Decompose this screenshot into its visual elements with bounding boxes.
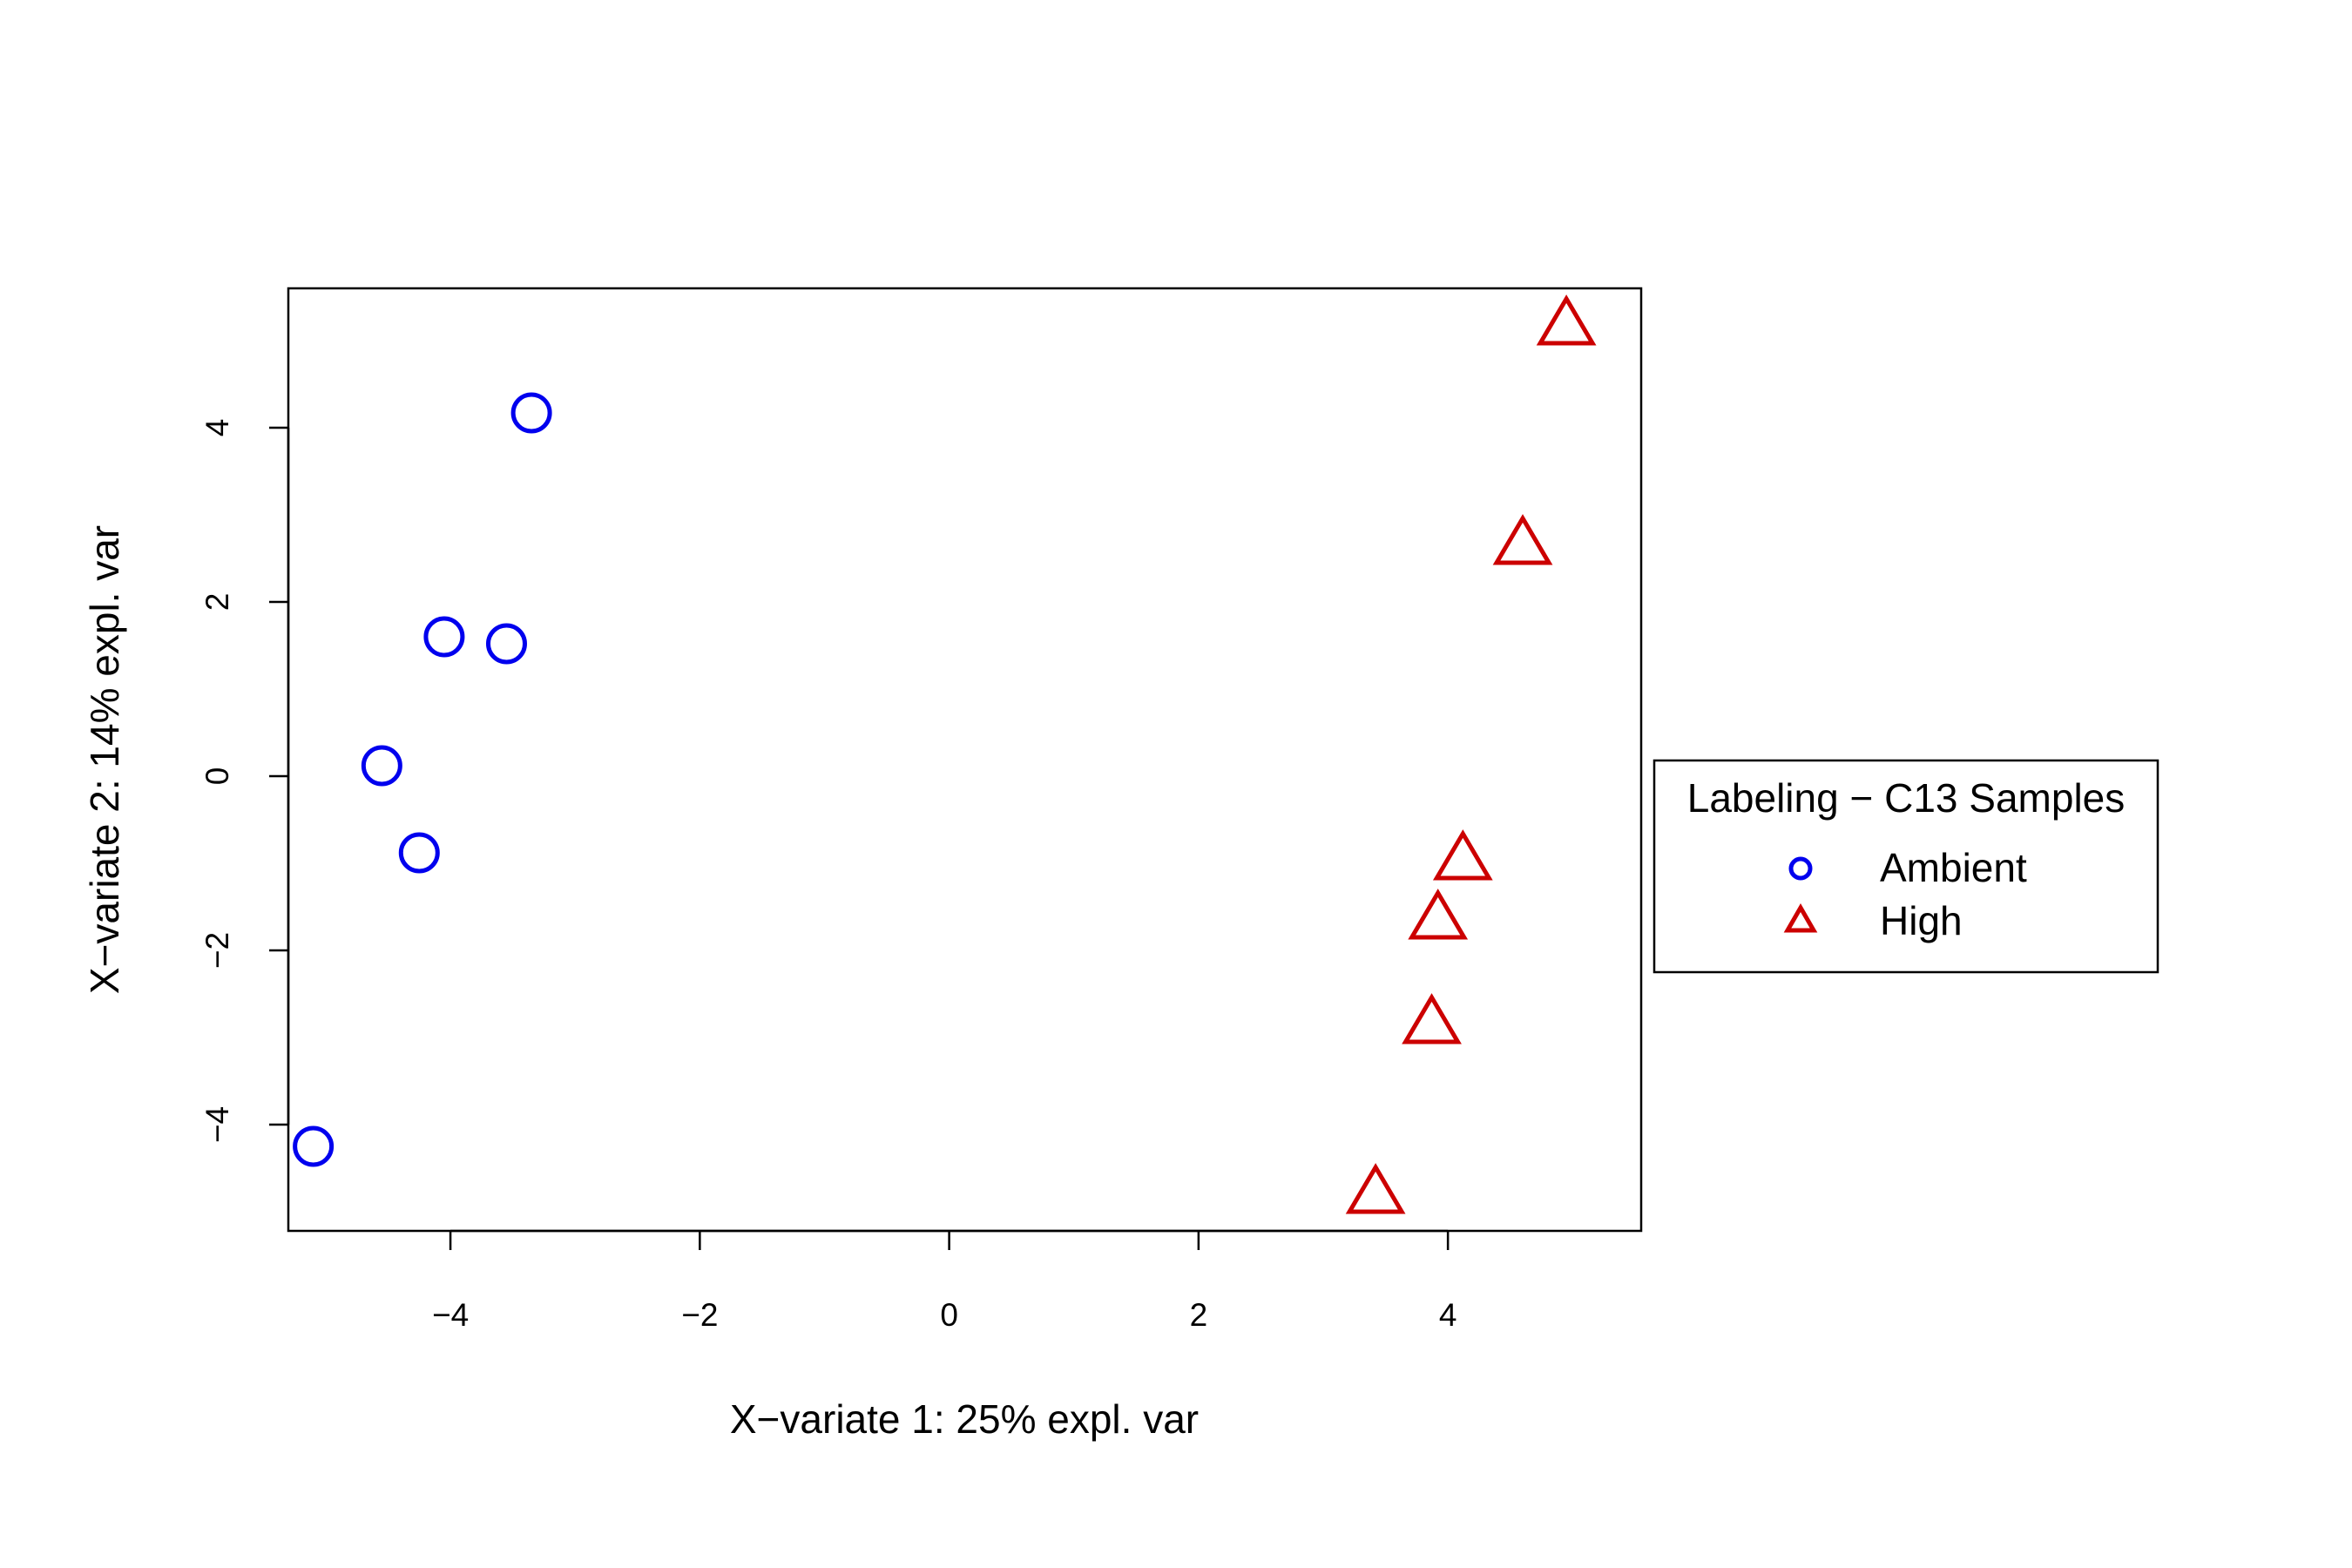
- high-point: [1432, 829, 1493, 881]
- x-tick-label: −4: [432, 1297, 469, 1333]
- y-tick-label: 4: [199, 419, 235, 437]
- y-tick-label: −4: [199, 1106, 235, 1143]
- y-tick-label: −2: [199, 932, 235, 969]
- ambient-point: [510, 392, 552, 434]
- high-point: [1536, 294, 1597, 346]
- legend: Labeling − C13 Samples Ambient High: [1652, 759, 2159, 974]
- legend-ambient-label: Ambient: [1880, 845, 2027, 890]
- x-axis-title: X−variate 1: 25% expl. var: [730, 1396, 1199, 1442]
- x-tick-label: 2: [1190, 1297, 1208, 1333]
- legend-high-marker: [1783, 902, 1818, 933]
- plot-frame: [287, 287, 1643, 1233]
- legend-title: Labeling − C13 Samples: [1687, 775, 2126, 821]
- y-axis: −4 −2 0 2 4: [199, 419, 290, 1143]
- x-tick-label: −2: [681, 1297, 718, 1333]
- ambient-point: [361, 745, 402, 787]
- y-axis-title: X−variate 2: 14% expl. var: [82, 525, 127, 994]
- ambient-point: [398, 832, 440, 874]
- ambient-point: [485, 623, 527, 665]
- data-points: [293, 294, 1597, 1214]
- x-tick-label: 0: [940, 1297, 958, 1333]
- legend-high-label: High: [1880, 898, 1963, 943]
- x-tick-label: 4: [1439, 1297, 1457, 1333]
- x-axis: −4 −2 0 2 4: [432, 1229, 1457, 1333]
- high-point: [1402, 993, 1462, 1044]
- legend-box: [1652, 759, 2159, 974]
- high-point: [1408, 889, 1469, 940]
- ambient-point: [293, 1125, 335, 1167]
- legend-ambient-marker: [1788, 856, 1813, 881]
- y-tick-label: 0: [199, 767, 235, 786]
- y-tick-label: 2: [199, 593, 235, 612]
- high-point: [1345, 1163, 1406, 1214]
- high-point: [1492, 514, 1553, 565]
- ambient-point: [423, 616, 465, 658]
